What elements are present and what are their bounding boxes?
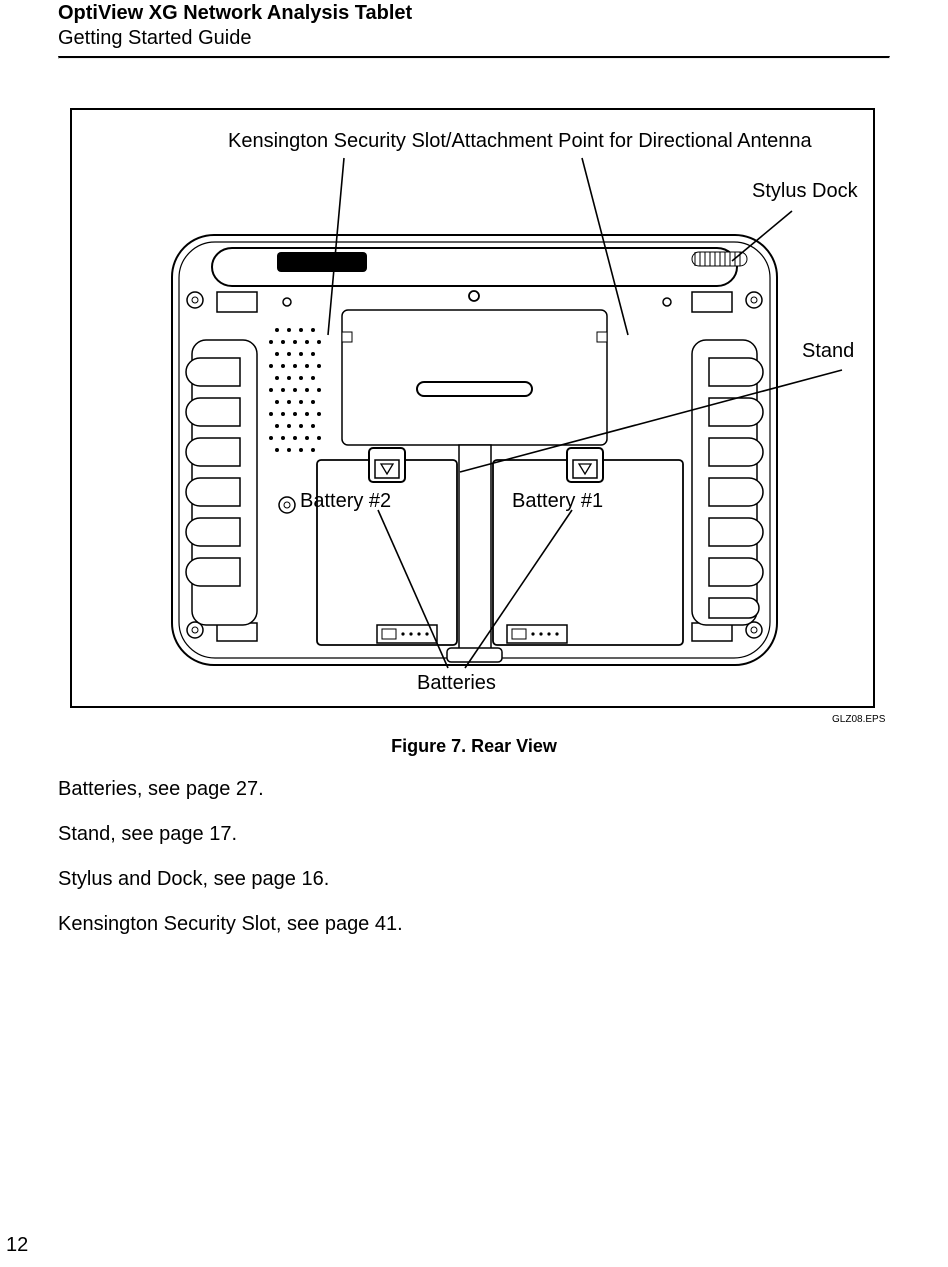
ref-kensington: Kensington Security Slot, see page 41. <box>58 913 403 936</box>
header-rule <box>58 56 890 59</box>
page-number: 12 <box>6 1234 28 1257</box>
figure-caption: Figure 7. Rear View <box>0 736 948 757</box>
ref-stylus-dock: Stylus and Dock, see page 16. <box>58 868 403 891</box>
doc-subtitle: Getting Started Guide <box>58 27 890 50</box>
ref-batteries: Batteries, see page 27. <box>58 778 403 801</box>
callout-lines <box>72 110 877 710</box>
body-text: Batteries, see page 27. Stand, see page … <box>58 778 403 958</box>
ref-stand: Stand, see page 17. <box>58 823 403 846</box>
eps-filename: GLZ08.EPS <box>832 714 885 725</box>
figure-rear-view: Kensington Security Slot/Attachment Poin… <box>70 108 875 708</box>
doc-title: OptiView XG Network Analysis Tablet <box>58 2 890 25</box>
